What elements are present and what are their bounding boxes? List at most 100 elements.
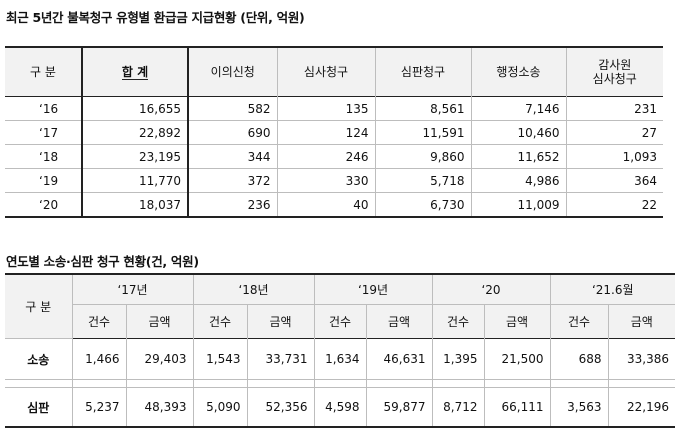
table-row: ‘20 18,037 236 40 6,730 11,009 22 xyxy=(5,192,663,218)
amount-cell: 33,731 xyxy=(246,338,314,380)
amount-cell: 22,196 xyxy=(607,387,676,428)
spacer-cell xyxy=(71,379,126,388)
spacer-cell xyxy=(125,379,193,388)
table-cell: 11,009 xyxy=(470,192,566,218)
table-cell: 344 xyxy=(187,144,277,169)
table-cell: 22,892 xyxy=(81,120,189,145)
year-header-17: ‘17년 xyxy=(71,274,193,305)
row-label-year: ‘20 xyxy=(5,192,82,218)
amount-cell: 46,631 xyxy=(365,338,432,380)
row-label: 심판 xyxy=(5,387,72,428)
table-cell: 582 xyxy=(187,96,277,121)
table-cell: 4,986 xyxy=(470,168,566,193)
subheader-amount: 금액 xyxy=(483,304,550,339)
row-label-year: ‘17 xyxy=(5,120,82,145)
table-cell: 135 xyxy=(276,96,375,121)
table-cell: 40 xyxy=(276,192,375,218)
count-cell: 5,090 xyxy=(192,387,247,428)
count-cell: 1,466 xyxy=(71,338,126,380)
col-header-litigation: 행정소송 xyxy=(470,47,566,97)
table-cell: 364 xyxy=(565,168,663,193)
spacer-cell xyxy=(483,379,550,388)
amount-cell: 33,386 xyxy=(607,338,676,380)
row-label-year: ‘18 xyxy=(5,144,82,169)
table-row: ‘16 16,655 582 135 8,561 7,146 231 xyxy=(5,96,663,121)
col-header-review: 심사청구 xyxy=(276,47,375,97)
count-cell: 3,563 xyxy=(549,387,608,428)
col-header-total: 합 계 xyxy=(81,46,189,97)
table-cell: 124 xyxy=(276,120,375,145)
col-header-category: 구 분 xyxy=(5,274,72,339)
col-header-category: 구 분 xyxy=(5,47,82,97)
table-cell: 27 xyxy=(565,120,663,145)
spacer-cell xyxy=(607,379,676,388)
table-cell: 11,652 xyxy=(470,144,566,169)
table1-title: 최근 5년간 불복청구 유형별 환급금 지급현황 (단위, 억원) xyxy=(6,10,305,25)
amount-cell: 66,111 xyxy=(483,387,550,428)
litigation-trial-table: 구 분 ‘17년 ‘18년 ‘19년 ‘20 ‘21.6월 건수 금액 건수 금… xyxy=(5,273,676,428)
table-cell: 9,860 xyxy=(374,144,471,169)
subheader-count: 건수 xyxy=(192,304,247,339)
table-row: 소송 1,466 29,403 1,543 33,731 1,634 46,631 1,395… xyxy=(5,338,676,380)
subheader-count: 건수 xyxy=(313,304,366,339)
col-header-objection: 이의신청 xyxy=(187,47,277,97)
table-cell: 372 xyxy=(187,168,277,193)
table-cell: 690 xyxy=(187,120,277,145)
spacer-cell xyxy=(365,379,432,388)
spacer-cell xyxy=(192,379,247,388)
table-cell: 7,146 xyxy=(470,96,566,121)
count-cell: 4,598 xyxy=(313,387,366,428)
year-header-20: ‘20 xyxy=(431,274,550,305)
table-cell: 8,561 xyxy=(374,96,471,121)
subheader-count: 건수 xyxy=(549,304,608,339)
table-cell: 22 xyxy=(565,192,663,218)
subheader-amount: 금액 xyxy=(125,304,193,339)
table-row: ‘17 22,892 690 124 11,591 10,460 27 xyxy=(5,120,663,145)
table2-subheader-row: 건수 금액 건수 금액 건수 금액 건수 금액 건수 금액 xyxy=(5,304,676,339)
year-header-21: ‘21.6월 xyxy=(549,274,676,305)
table-cell: 236 xyxy=(187,192,277,218)
subheader-count: 건수 xyxy=(431,304,484,339)
year-header-18: ‘18년 xyxy=(192,274,314,305)
col-header-trial: 심판청구 xyxy=(374,47,471,97)
count-cell: 8,712 xyxy=(431,387,484,428)
subheader-amount: 금액 xyxy=(365,304,432,339)
table1-header-row: 구 분 합 계 이의신청 심사청구 심판청구 행정소송 감사원 심사청구 xyxy=(5,46,663,97)
table2-year-row: 구 분 ‘17년 ‘18년 ‘19년 ‘20 ‘21.6월 xyxy=(5,274,676,339)
amount-cell: 29,403 xyxy=(125,338,193,380)
amount-cell: 59,877 xyxy=(365,387,432,428)
spacer-row xyxy=(5,379,676,388)
count-cell: 1,634 xyxy=(313,338,366,380)
table-row: ‘19 11,770 372 330 5,718 4,986 364 xyxy=(5,168,663,193)
count-cell: 5,237 xyxy=(71,387,126,428)
table-cell: 23,195 xyxy=(81,144,189,169)
table-cell: 11,591 xyxy=(374,120,471,145)
table-cell: 330 xyxy=(276,168,375,193)
row-label: 소송 xyxy=(5,338,72,380)
spacer-cell xyxy=(549,379,608,388)
row-label-year: ‘19 xyxy=(5,168,82,193)
table-row: ‘18 23,195 344 246 9,860 11,652 1,093 xyxy=(5,144,663,169)
table-row: 심판 5,237 48,393 5,090 52,356 4,598 59,877 8,712… xyxy=(5,387,676,428)
table-cell: 231 xyxy=(565,96,663,121)
table-cell: 16,655 xyxy=(81,96,189,121)
refund-by-type-table: 구 분 합 계 이의신청 심사청구 심판청구 행정소송 감사원 심사청구 ‘16… xyxy=(5,46,663,218)
count-cell: 1,395 xyxy=(431,338,484,380)
amount-cell: 48,393 xyxy=(125,387,193,428)
amount-cell: 21,500 xyxy=(483,338,550,380)
table-cell: 1,093 xyxy=(565,144,663,169)
spacer-cell xyxy=(246,379,314,388)
table-cell: 11,770 xyxy=(81,168,189,193)
spacer-cell xyxy=(5,379,72,388)
table-cell: 246 xyxy=(276,144,375,169)
amount-cell: 52,356 xyxy=(246,387,314,428)
count-cell: 1,543 xyxy=(192,338,247,380)
subheader-count: 건수 xyxy=(71,304,126,339)
year-header-19: ‘19년 xyxy=(313,274,432,305)
subheader-amount: 금액 xyxy=(246,304,314,339)
table-cell: 5,718 xyxy=(374,168,471,193)
row-label-year: ‘16 xyxy=(5,96,82,121)
table-cell: 10,460 xyxy=(470,120,566,145)
spacer-cell xyxy=(431,379,484,388)
col-header-audit-review: 감사원 심사청구 xyxy=(565,47,663,97)
